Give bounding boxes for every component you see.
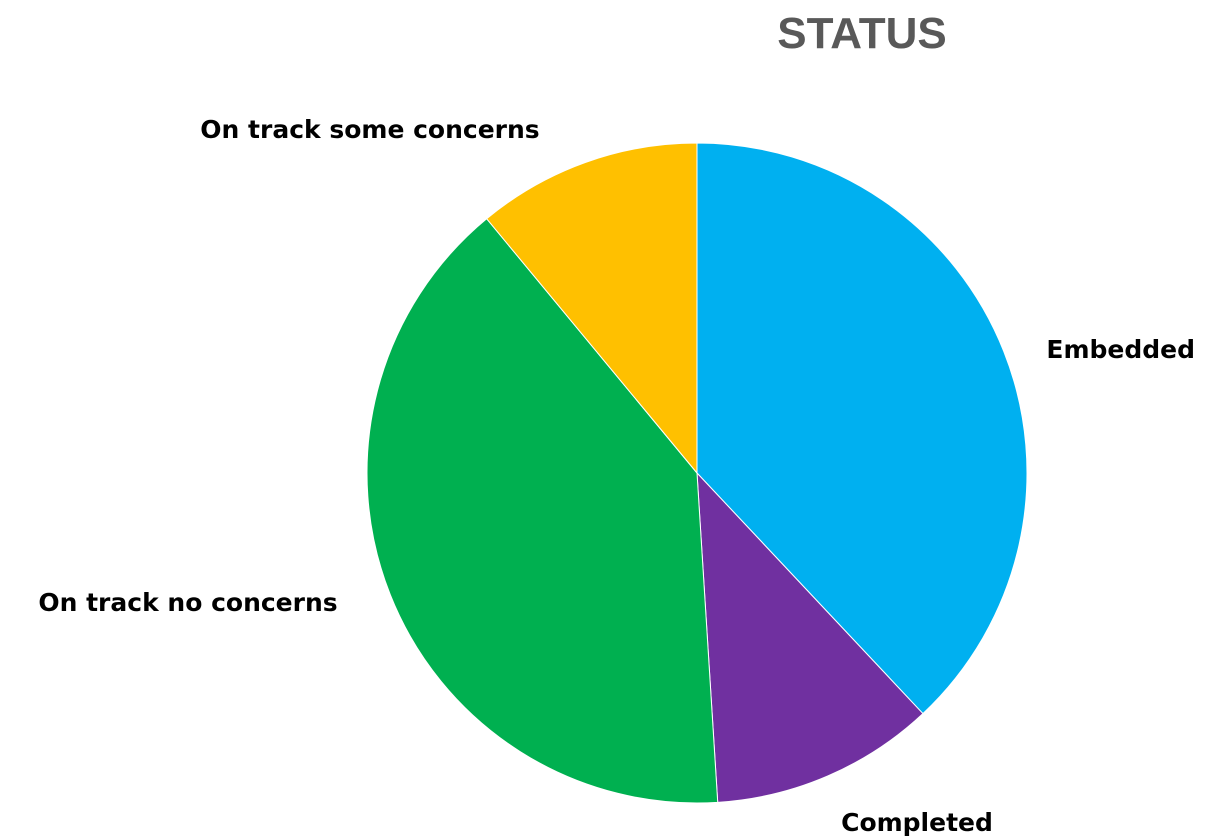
pie-slice-completed: [696, 471, 924, 803]
pie-slice-on-track-some-concerns: [485, 142, 698, 475]
pie-labels: Embedded Completed On track no concerns On …: [38, 115, 1195, 837]
slice-label-embedded: Embedded: [1046, 335, 1195, 364]
pie-slice-on-track-no-concerns: [366, 218, 719, 804]
chart-title: STATUS: [777, 9, 946, 58]
pie-slices: [366, 142, 1028, 804]
slice-label-on-track-some-concerns: On track some concerns: [200, 115, 539, 144]
slice-label-on-track-no-concerns: On track no concerns: [38, 588, 337, 617]
slice-label-completed: Completed: [841, 808, 993, 837]
pie-slice-embedded: [696, 142, 1028, 715]
